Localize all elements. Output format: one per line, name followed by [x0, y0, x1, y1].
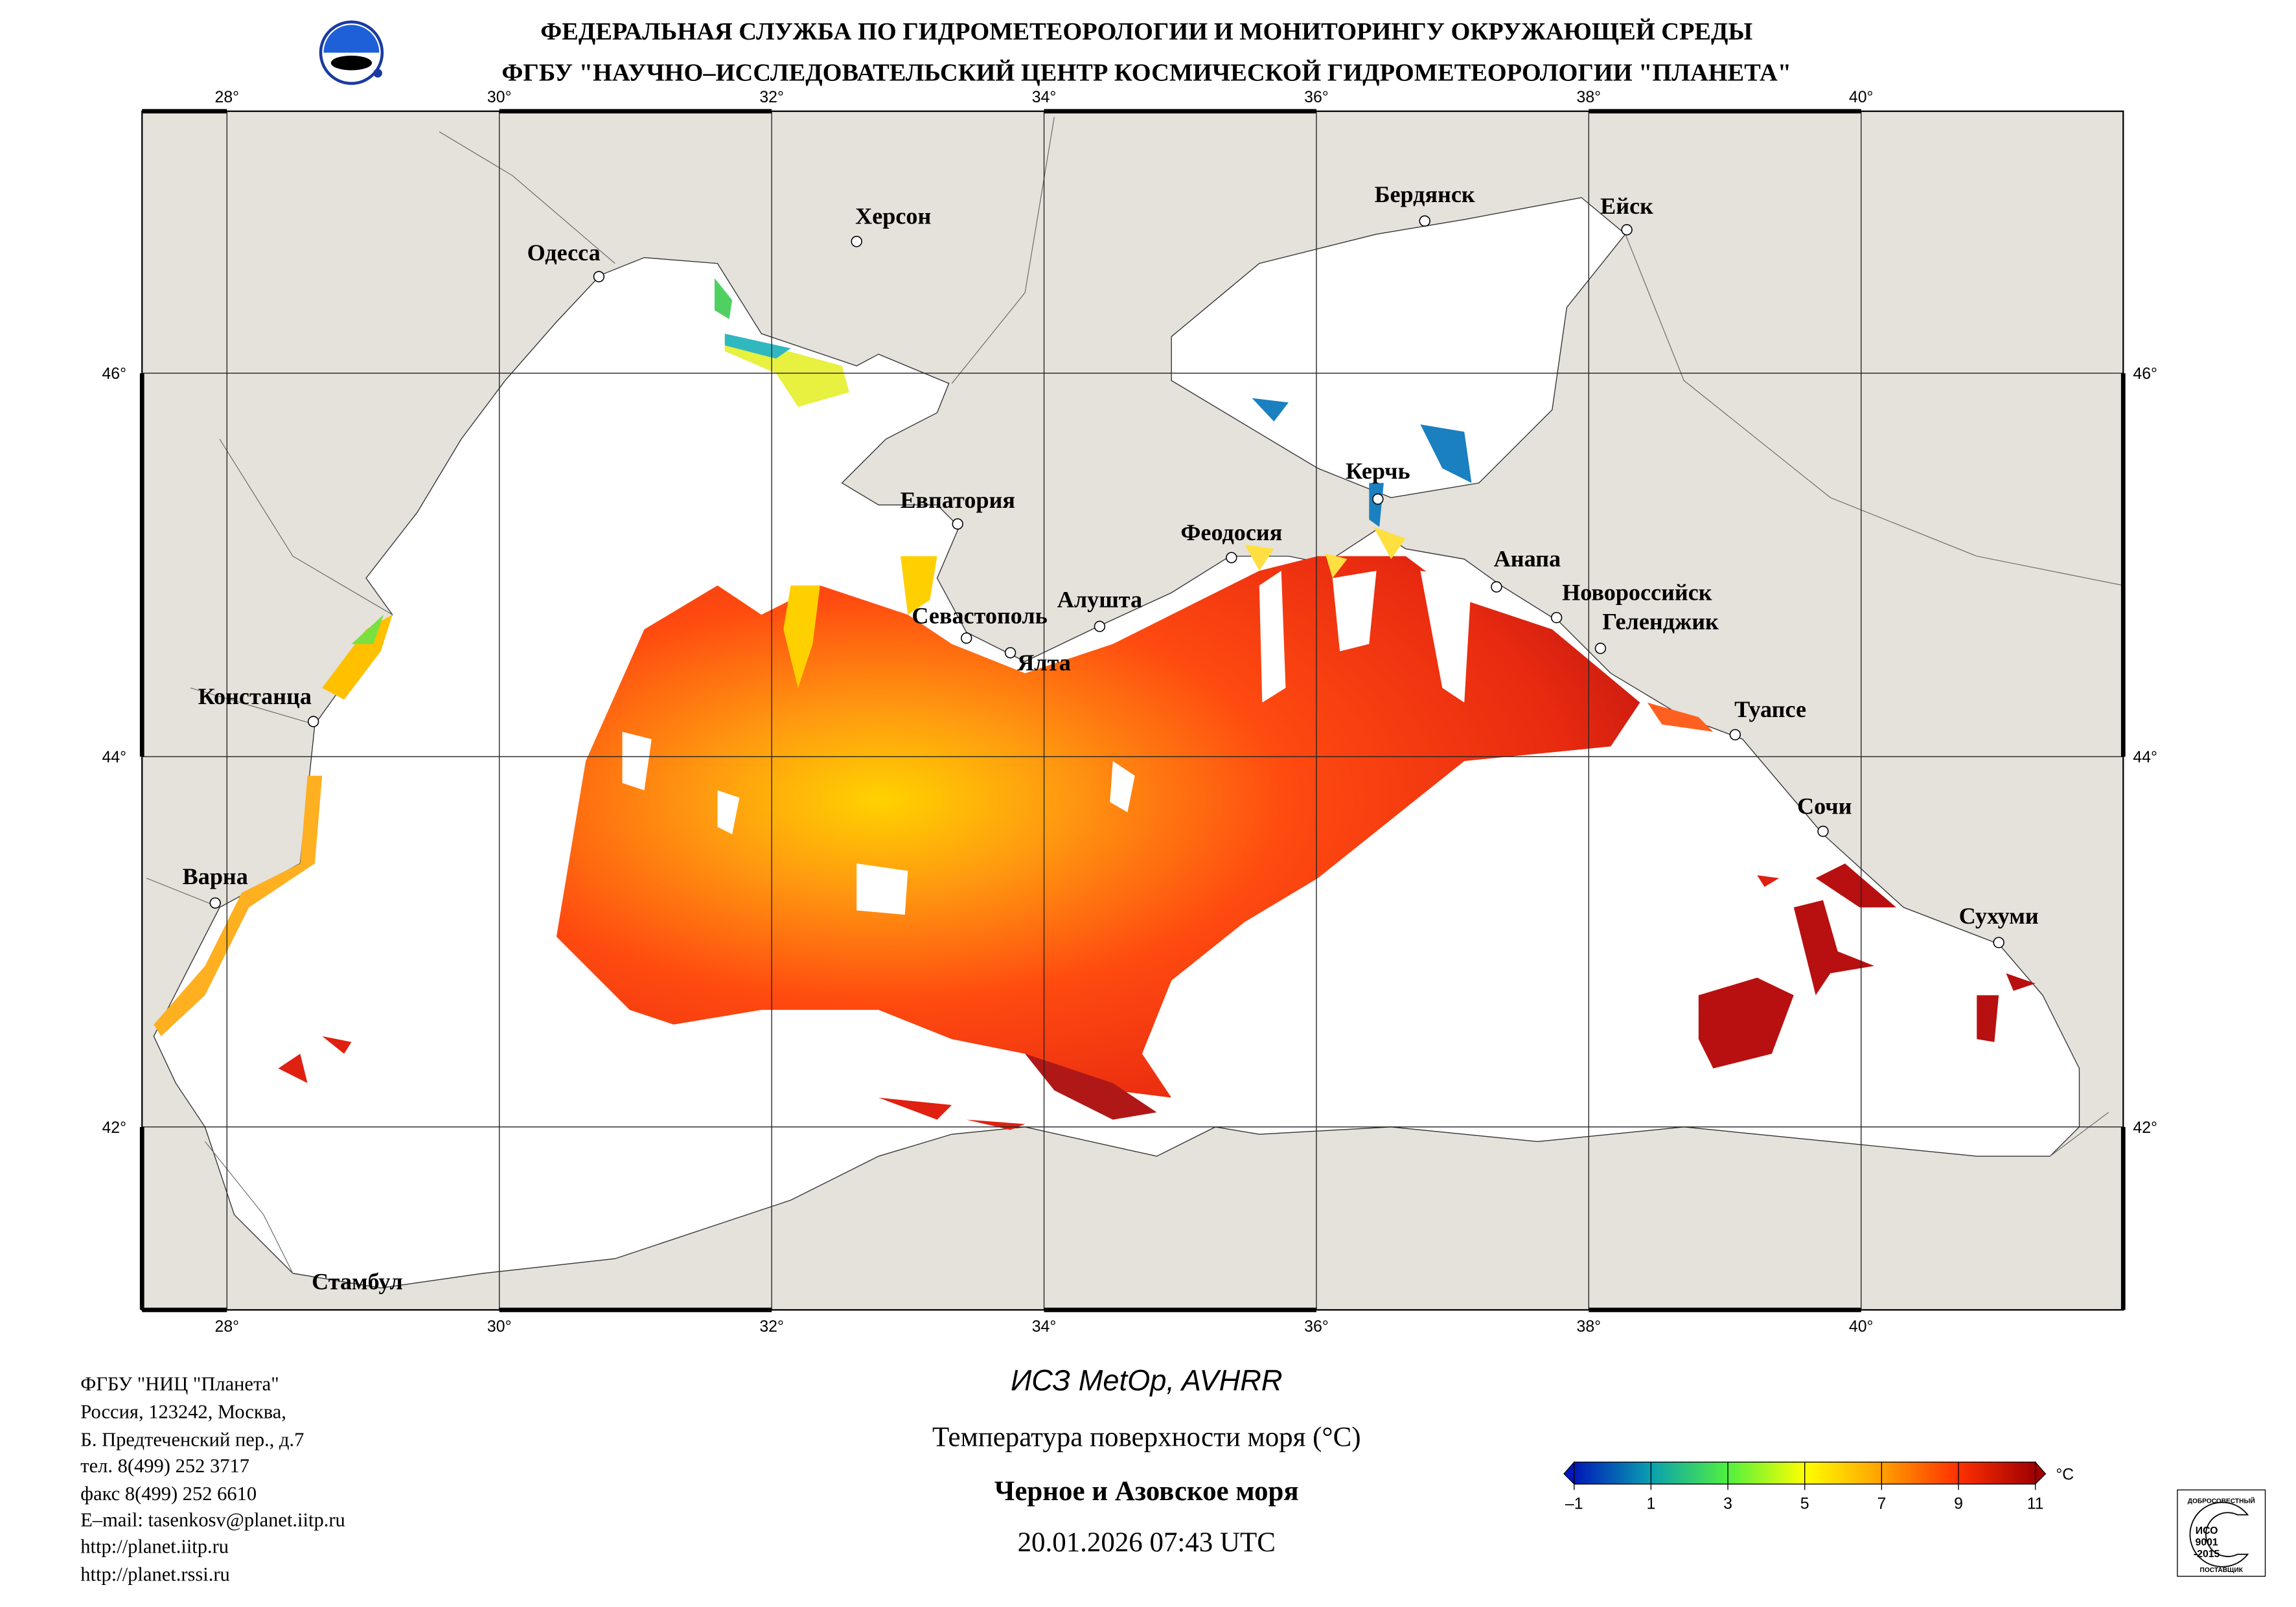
iso-badge: ДОБРОСОВЕСТНЫЙ ИСО 9001 -2015 ПОСТАВЩИК	[2177, 1489, 2266, 1577]
svg-text:9001: 9001	[2196, 1537, 2218, 1548]
svg-text:34°: 34°	[1032, 89, 1057, 106]
city-novorossiysk: Новороссийск	[1562, 579, 1712, 605]
svg-text:тел. 8(499) 252 3717: тел. 8(499) 252 3717	[80, 1455, 249, 1477]
city-yeysk: Ейск	[1600, 193, 1653, 219]
datetime: 20.01.2026 07:43 UTC	[1018, 1527, 1276, 1558]
svg-text:32°: 32°	[759, 89, 784, 106]
city-yalta: Ялта	[1017, 650, 1071, 676]
svg-text:42°: 42°	[2133, 1119, 2157, 1137]
city-anapa: Анапа	[1494, 545, 1561, 571]
svg-text:40°: 40°	[1849, 89, 1874, 106]
svg-text:30°: 30°	[487, 89, 512, 106]
map-area	[142, 111, 2124, 1310]
svg-text:Россия, 123242, Москва,: Россия, 123242, Москва,	[80, 1401, 286, 1423]
svg-text:E–mail: tasenkosv@planet.iitp.: E–mail: tasenkosv@planet.iitp.ru	[80, 1509, 345, 1531]
graticule	[142, 111, 2124, 1310]
city-odessa: Одесса	[527, 240, 601, 266]
city-berdyansk: Бердянск	[1375, 181, 1475, 207]
colorbar-high-arrow	[2035, 1461, 2047, 1485]
planeta-logo	[319, 20, 384, 85]
lat-labels: 46° 44° 42° 46° 44° 42°	[102, 365, 2157, 1137]
svg-text:46°: 46°	[2133, 365, 2157, 383]
svg-text:Б. Предтеченский пер., д.7: Б. Предтеченский пер., д.7	[80, 1428, 304, 1450]
lon-labels-top: 28° 30° 32° 34° 36° 38° 40°	[215, 89, 1874, 106]
svg-text:ПОСТАВЩИК: ПОСТАВЩИК	[2200, 1567, 2244, 1574]
city-istanbul: Стамбул	[312, 1269, 403, 1295]
svg-text:38°: 38°	[1577, 1318, 1601, 1336]
svg-text:–1: –1	[1565, 1496, 1583, 1513]
svg-text:факс 8(499) 252 6610: факс 8(499) 252 6610	[80, 1483, 257, 1505]
header-line1: ФЕДЕРАЛЬНАЯ СЛУЖБА ПО ГИДРОМЕТЕОРОЛОГИИ …	[540, 18, 1752, 45]
svg-text:http://planet.rssi.ru: http://planet.rssi.ru	[80, 1563, 229, 1585]
svg-text:5: 5	[1800, 1496, 1809, 1513]
product-title: Температура поверхности моря (°C)	[932, 1422, 1361, 1452]
colorbar: –1 1 3 5 7 9 11 °C	[1563, 1461, 2074, 1513]
svg-text:32°: 32°	[759, 1318, 784, 1336]
svg-text:36°: 36°	[1304, 89, 1329, 106]
svg-text:46°: 46°	[102, 365, 127, 383]
city-alushta: Алушта	[1057, 587, 1142, 613]
svg-text:44°: 44°	[102, 749, 127, 766]
header-line2: ФГБУ "НАУЧНО–ИССЛЕДОВАТЕЛЬСКИЙ ЦЕНТР КОС…	[501, 59, 1791, 86]
borders	[146, 117, 2124, 1274]
svg-text:7: 7	[1877, 1496, 1886, 1513]
city-varna: Варна	[183, 863, 248, 889]
svg-text:ДОБРОСОВЕСТНЫЙ: ДОБРОСОВЕСТНЫЙ	[2188, 1497, 2255, 1505]
svg-text:28°: 28°	[215, 89, 240, 106]
city-sevastopol: Севастополь	[912, 603, 1047, 629]
svg-text:http://planet.iitp.ru: http://planet.iitp.ru	[80, 1535, 229, 1557]
city-dots	[209, 215, 2004, 948]
colorbar-unit: °C	[2056, 1466, 2074, 1483]
svg-text:34°: 34°	[1032, 1318, 1057, 1336]
city-kherson: Херсон	[855, 203, 931, 229]
svg-text:30°: 30°	[487, 1318, 512, 1336]
frame-ticks	[139, 109, 2126, 1312]
svg-text:11: 11	[2027, 1496, 2044, 1513]
svg-text:ФГБУ "НИЦ "Планета": ФГБУ "НИЦ "Планета"	[80, 1373, 279, 1395]
svg-text:44°: 44°	[2133, 749, 2157, 766]
svg-text:36°: 36°	[1304, 1318, 1329, 1336]
svg-text:38°: 38°	[1577, 89, 1601, 106]
city-kerch: Керчь	[1346, 458, 1410, 484]
org-info: ФГБУ "НИЦ "Планета" Россия, 123242, Моск…	[80, 1373, 345, 1586]
city-sukhumi: Сухуми	[1959, 903, 2039, 929]
svg-text:1: 1	[1646, 1496, 1655, 1513]
city-sochi: Сочи	[1797, 793, 1852, 819]
lon-labels-bottom: 28° 30° 32° 34° 36° 38° 40°	[215, 1318, 1874, 1336]
city-tuapse: Туапсе	[1734, 696, 1806, 722]
svg-text:42°: 42°	[102, 1119, 127, 1137]
sst-data	[154, 278, 2036, 1130]
svg-text:40°: 40°	[1849, 1318, 1874, 1336]
city-gelendzhik: Геленджик	[1602, 609, 1719, 635]
svg-text:3: 3	[1723, 1496, 1732, 1513]
region-title: Черное и Азовское моря	[994, 1476, 1299, 1507]
svg-text:28°: 28°	[215, 1318, 240, 1336]
svg-text:ИСО: ИСО	[2196, 1525, 2218, 1536]
city-yevpatoria: Евпатория	[900, 487, 1015, 513]
city-constanta: Констанца	[198, 683, 312, 709]
sea-of-azov	[1171, 197, 1626, 498]
city-labels: Одесса Херсон Бердянск Ейск Евпатория Ке…	[183, 181, 2039, 1295]
satellite-label: ИСЗ MetOp, AVHRR	[1011, 1364, 1283, 1397]
city-feodosia: Феодосия	[1180, 519, 1282, 545]
colorbar-low-arrow	[1563, 1461, 1575, 1485]
svg-text:9: 9	[1954, 1496, 1963, 1513]
svg-text:-2015: -2015	[2194, 1549, 2220, 1560]
